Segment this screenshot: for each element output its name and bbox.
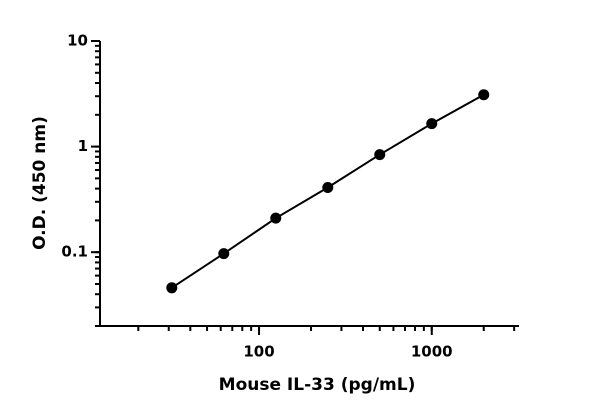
data-point — [374, 149, 386, 161]
y-tick-label: 0.1 — [61, 243, 88, 261]
data-point — [218, 248, 230, 260]
data-point — [322, 181, 334, 193]
data-point — [270, 212, 282, 224]
y-axis-label: O.D. (450 nm) — [30, 116, 50, 250]
data-point — [166, 282, 178, 294]
y-tick-label: 1 — [78, 137, 88, 155]
data-point — [426, 118, 438, 130]
data-point — [478, 89, 490, 101]
x-tick-label: 100 — [243, 343, 274, 361]
x-tick-label: 1000 — [411, 343, 453, 361]
x-axis-label: Mouse IL-33 (pg/mL) — [219, 375, 416, 395]
y-tick-label: 10 — [67, 32, 88, 50]
